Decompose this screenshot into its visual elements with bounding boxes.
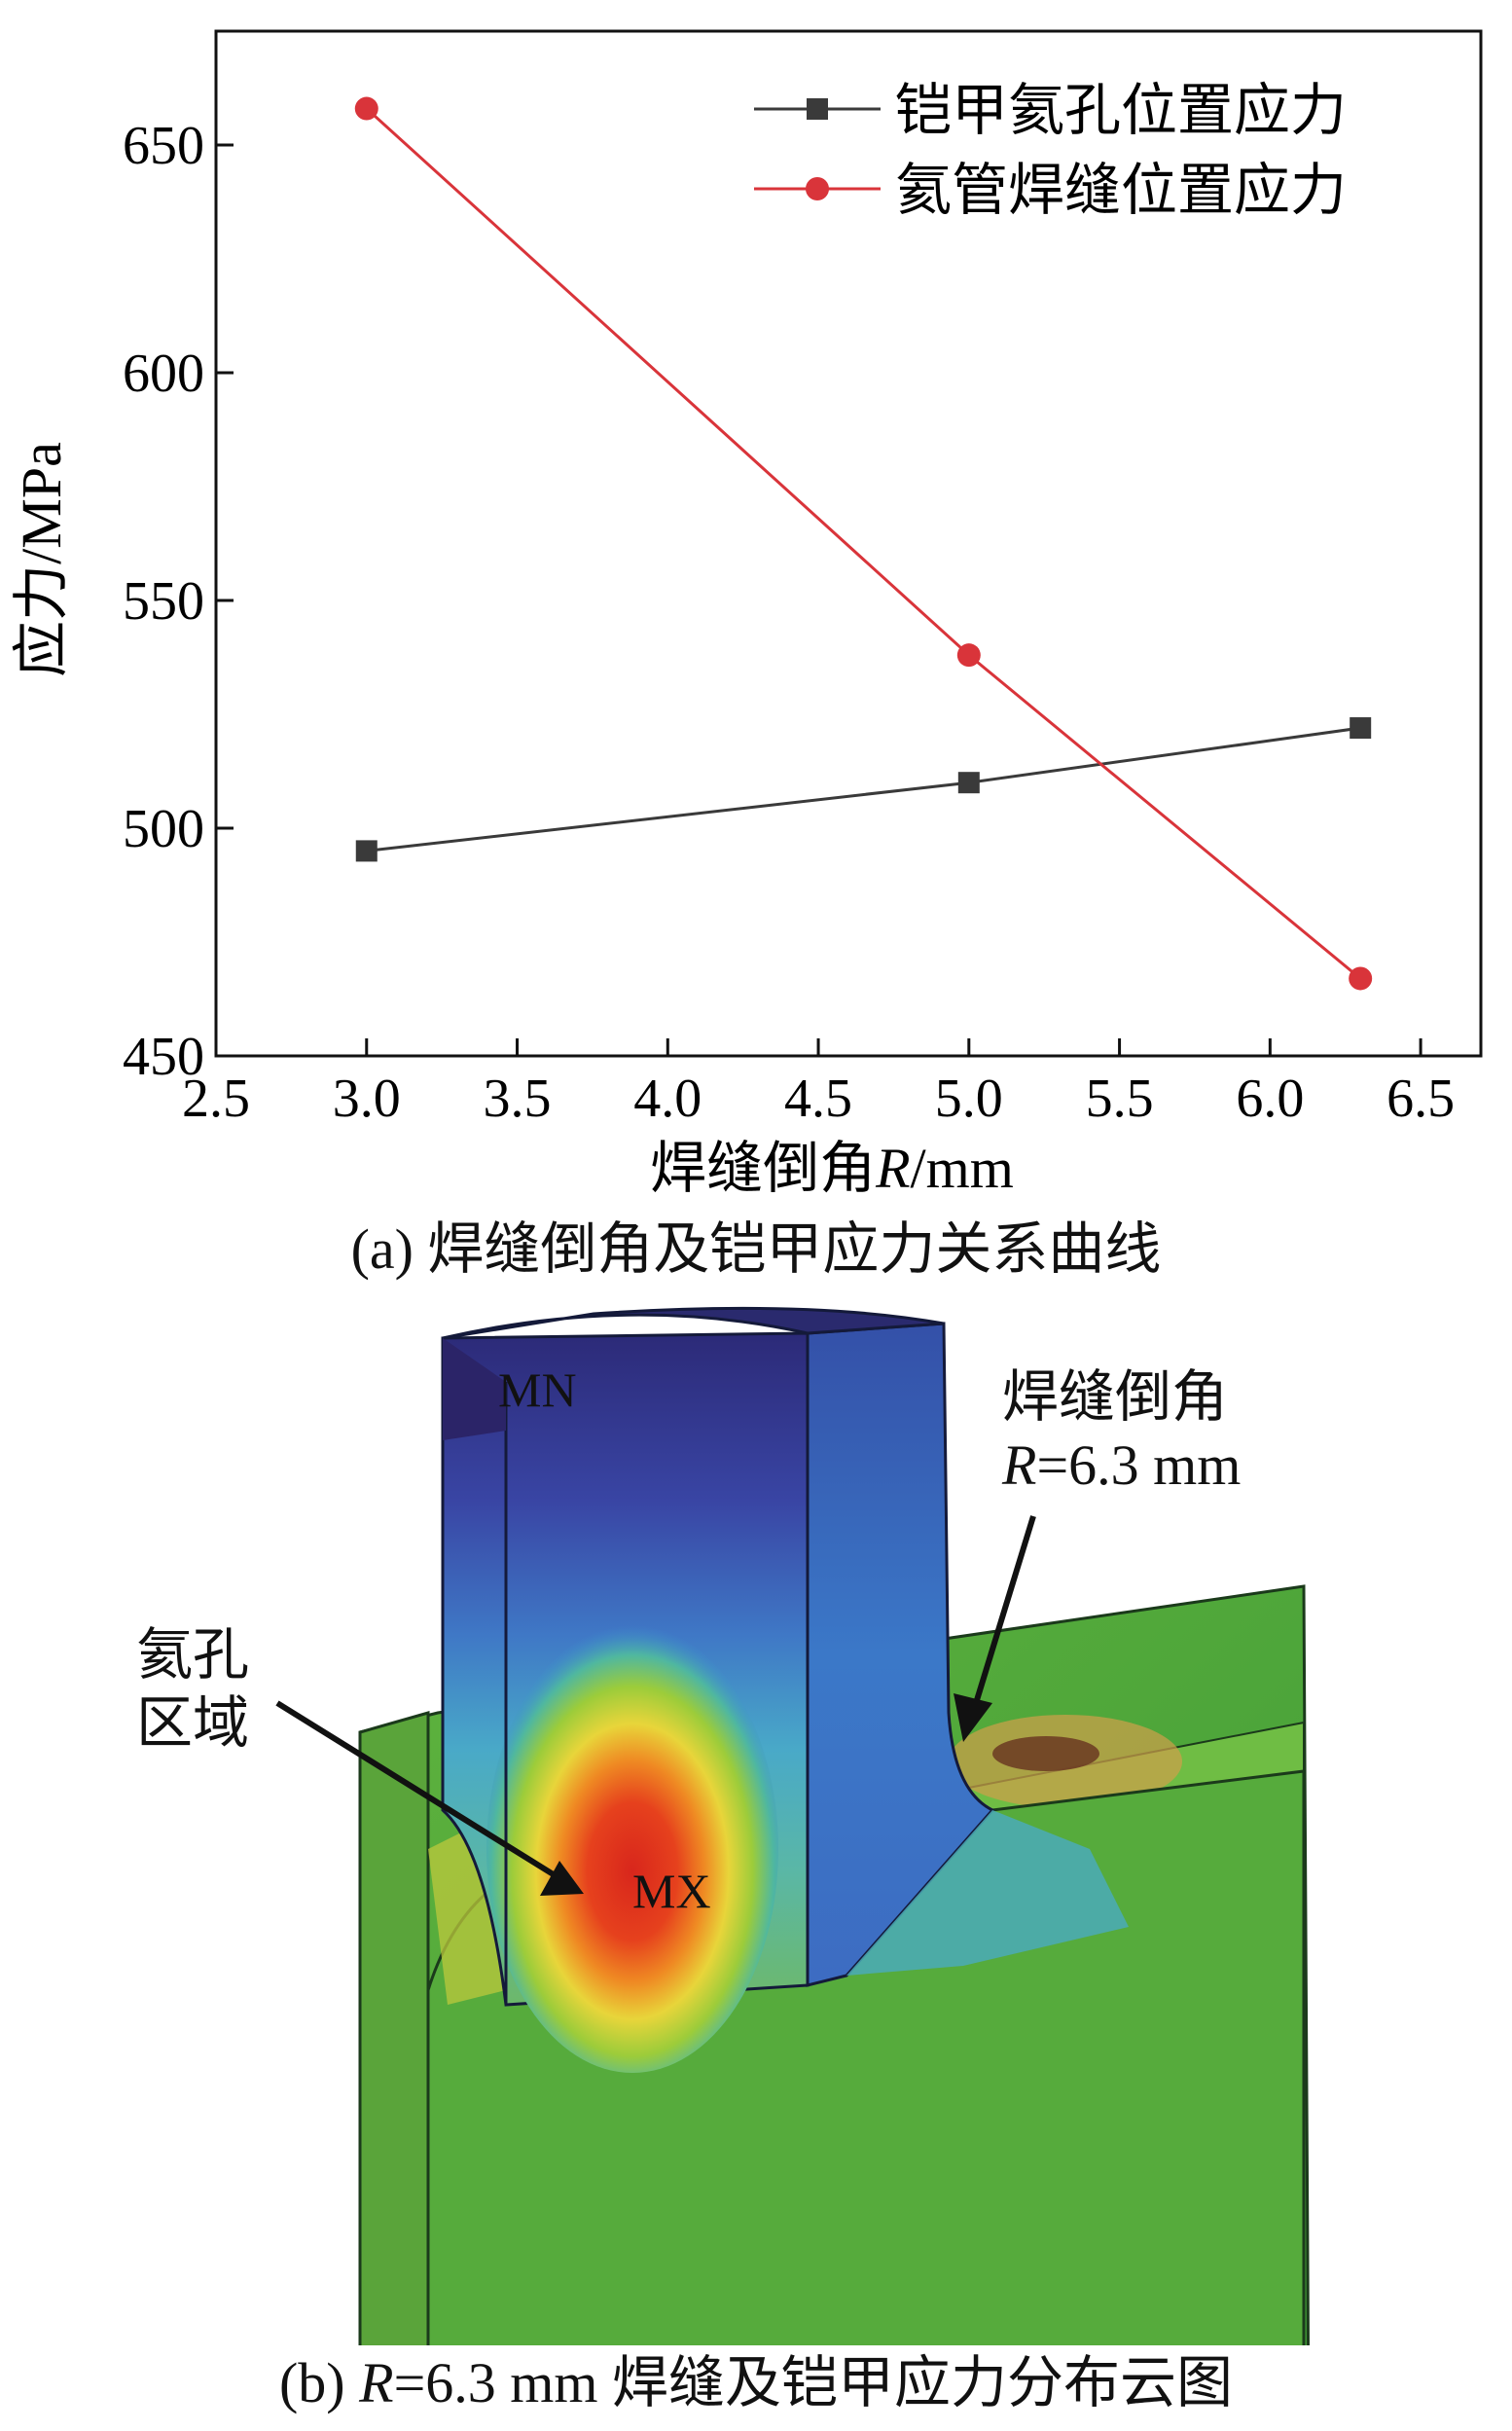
caption-b-var: R — [359, 2351, 394, 2414]
annot-weld-arrowhead — [954, 1693, 992, 1742]
x-axis-label: 焊缝倒角R/mm — [650, 1137, 1014, 1200]
data-point — [1349, 966, 1373, 991]
chart-series — [354, 96, 1373, 991]
helium-hole-hotspot — [486, 1625, 778, 2073]
caption-b-prefix: (b) — [278, 2351, 360, 2414]
caption-b-rest: =6.3 mm 焊缝及铠甲应力分布云图 — [393, 2351, 1234, 2414]
caption-a: (a) 焊缝倒角及铠甲应力关系曲线 — [350, 1217, 1162, 1281]
x-tick-label: 2.5 — [182, 1069, 250, 1129]
y-tick-label: 500 — [123, 799, 204, 859]
y-tick-label: 450 — [123, 1027, 204, 1087]
x-tick-label: 6.5 — [1386, 1069, 1455, 1129]
helium-tube-top — [442, 1306, 945, 1340]
legend-marker — [807, 98, 828, 120]
series-0 — [355, 717, 1372, 862]
helium-tube-right-lower — [846, 1810, 1129, 1976]
x-tick-label: 5.5 — [1086, 1069, 1154, 1129]
armor-plate-side — [358, 1711, 430, 2345]
chart-axes: 2.5 3.0 3.5 4.0 4.5 5.0 5.5 6.0 6.5 450 500 550 600 6… — [123, 29, 1483, 1129]
data-point — [956, 643, 981, 668]
x-tick-label: 4.5 — [784, 1069, 852, 1129]
x-tick-label: 6.0 — [1236, 1069, 1304, 1129]
caption-b: (b) R=6.3 mm 焊缝及铠甲应力分布云图 — [0, 2355, 1512, 2412]
label-mx: MX — [632, 1864, 711, 1918]
series-line — [366, 726, 1361, 853]
annot-hole-arrowhead — [540, 1861, 584, 1896]
plot-frame — [214, 29, 1483, 1058]
data-point — [354, 96, 378, 121]
x-tick-label: 3.0 — [333, 1069, 401, 1129]
y-tick-label: 550 — [123, 571, 204, 632]
series-1 — [354, 96, 1373, 991]
legend-label: 氦管焊缝位置应力 — [895, 159, 1347, 222]
x-tick-label: 3.5 — [484, 1069, 552, 1129]
label-mn: MN — [498, 1362, 577, 1417]
y-tick-label: 650 — [123, 116, 204, 176]
y-tick-label: 600 — [123, 344, 204, 404]
data-point — [1350, 717, 1372, 740]
x-axis-label-unit: /mm — [911, 1137, 1014, 1200]
annot-hole-arrow — [275, 1700, 561, 1881]
x-axis-label-prefix: 焊缝倒角 — [650, 1137, 876, 1200]
x-tick-label: 4.0 — [633, 1069, 702, 1129]
y-axis-label: 应力/MPa — [10, 442, 73, 677]
annot-weld-line1: 焊缝倒角 — [1002, 1365, 1228, 1429]
annot-hole-line2: 区域 — [136, 1691, 249, 1755]
series-line — [365, 107, 1362, 980]
annot-weld-rest: =6.3 mm — [1036, 1433, 1241, 1497]
stress-contour-figure: MN MX 焊缝倒角 R=6.3 mm 氦孔 区域 — [136, 1306, 1310, 2345]
legend-marker — [806, 177, 829, 200]
stress-chart: 2.5 3.0 3.5 4.0 4.5 5.0 5.5 6.0 6.5 450 500 550 600 6… — [10, 29, 1483, 1200]
annot-weld-line2: R=6.3 mm — [1001, 1433, 1241, 1497]
legend-label: 铠甲氦孔位置应力 — [895, 79, 1347, 142]
helium-tube-rim — [443, 1338, 506, 1440]
x-axis-label-var: R — [875, 1137, 910, 1200]
annot-weld-var: R — [1001, 1433, 1036, 1497]
annot-hole-line1: 氦孔 — [136, 1623, 249, 1687]
data-point — [957, 772, 980, 794]
weld-hotspot-core — [992, 1736, 1099, 1771]
x-tick-label: 5.0 — [935, 1069, 1003, 1129]
annot-weld-arrow — [970, 1515, 1036, 1714]
data-point — [355, 840, 378, 862]
